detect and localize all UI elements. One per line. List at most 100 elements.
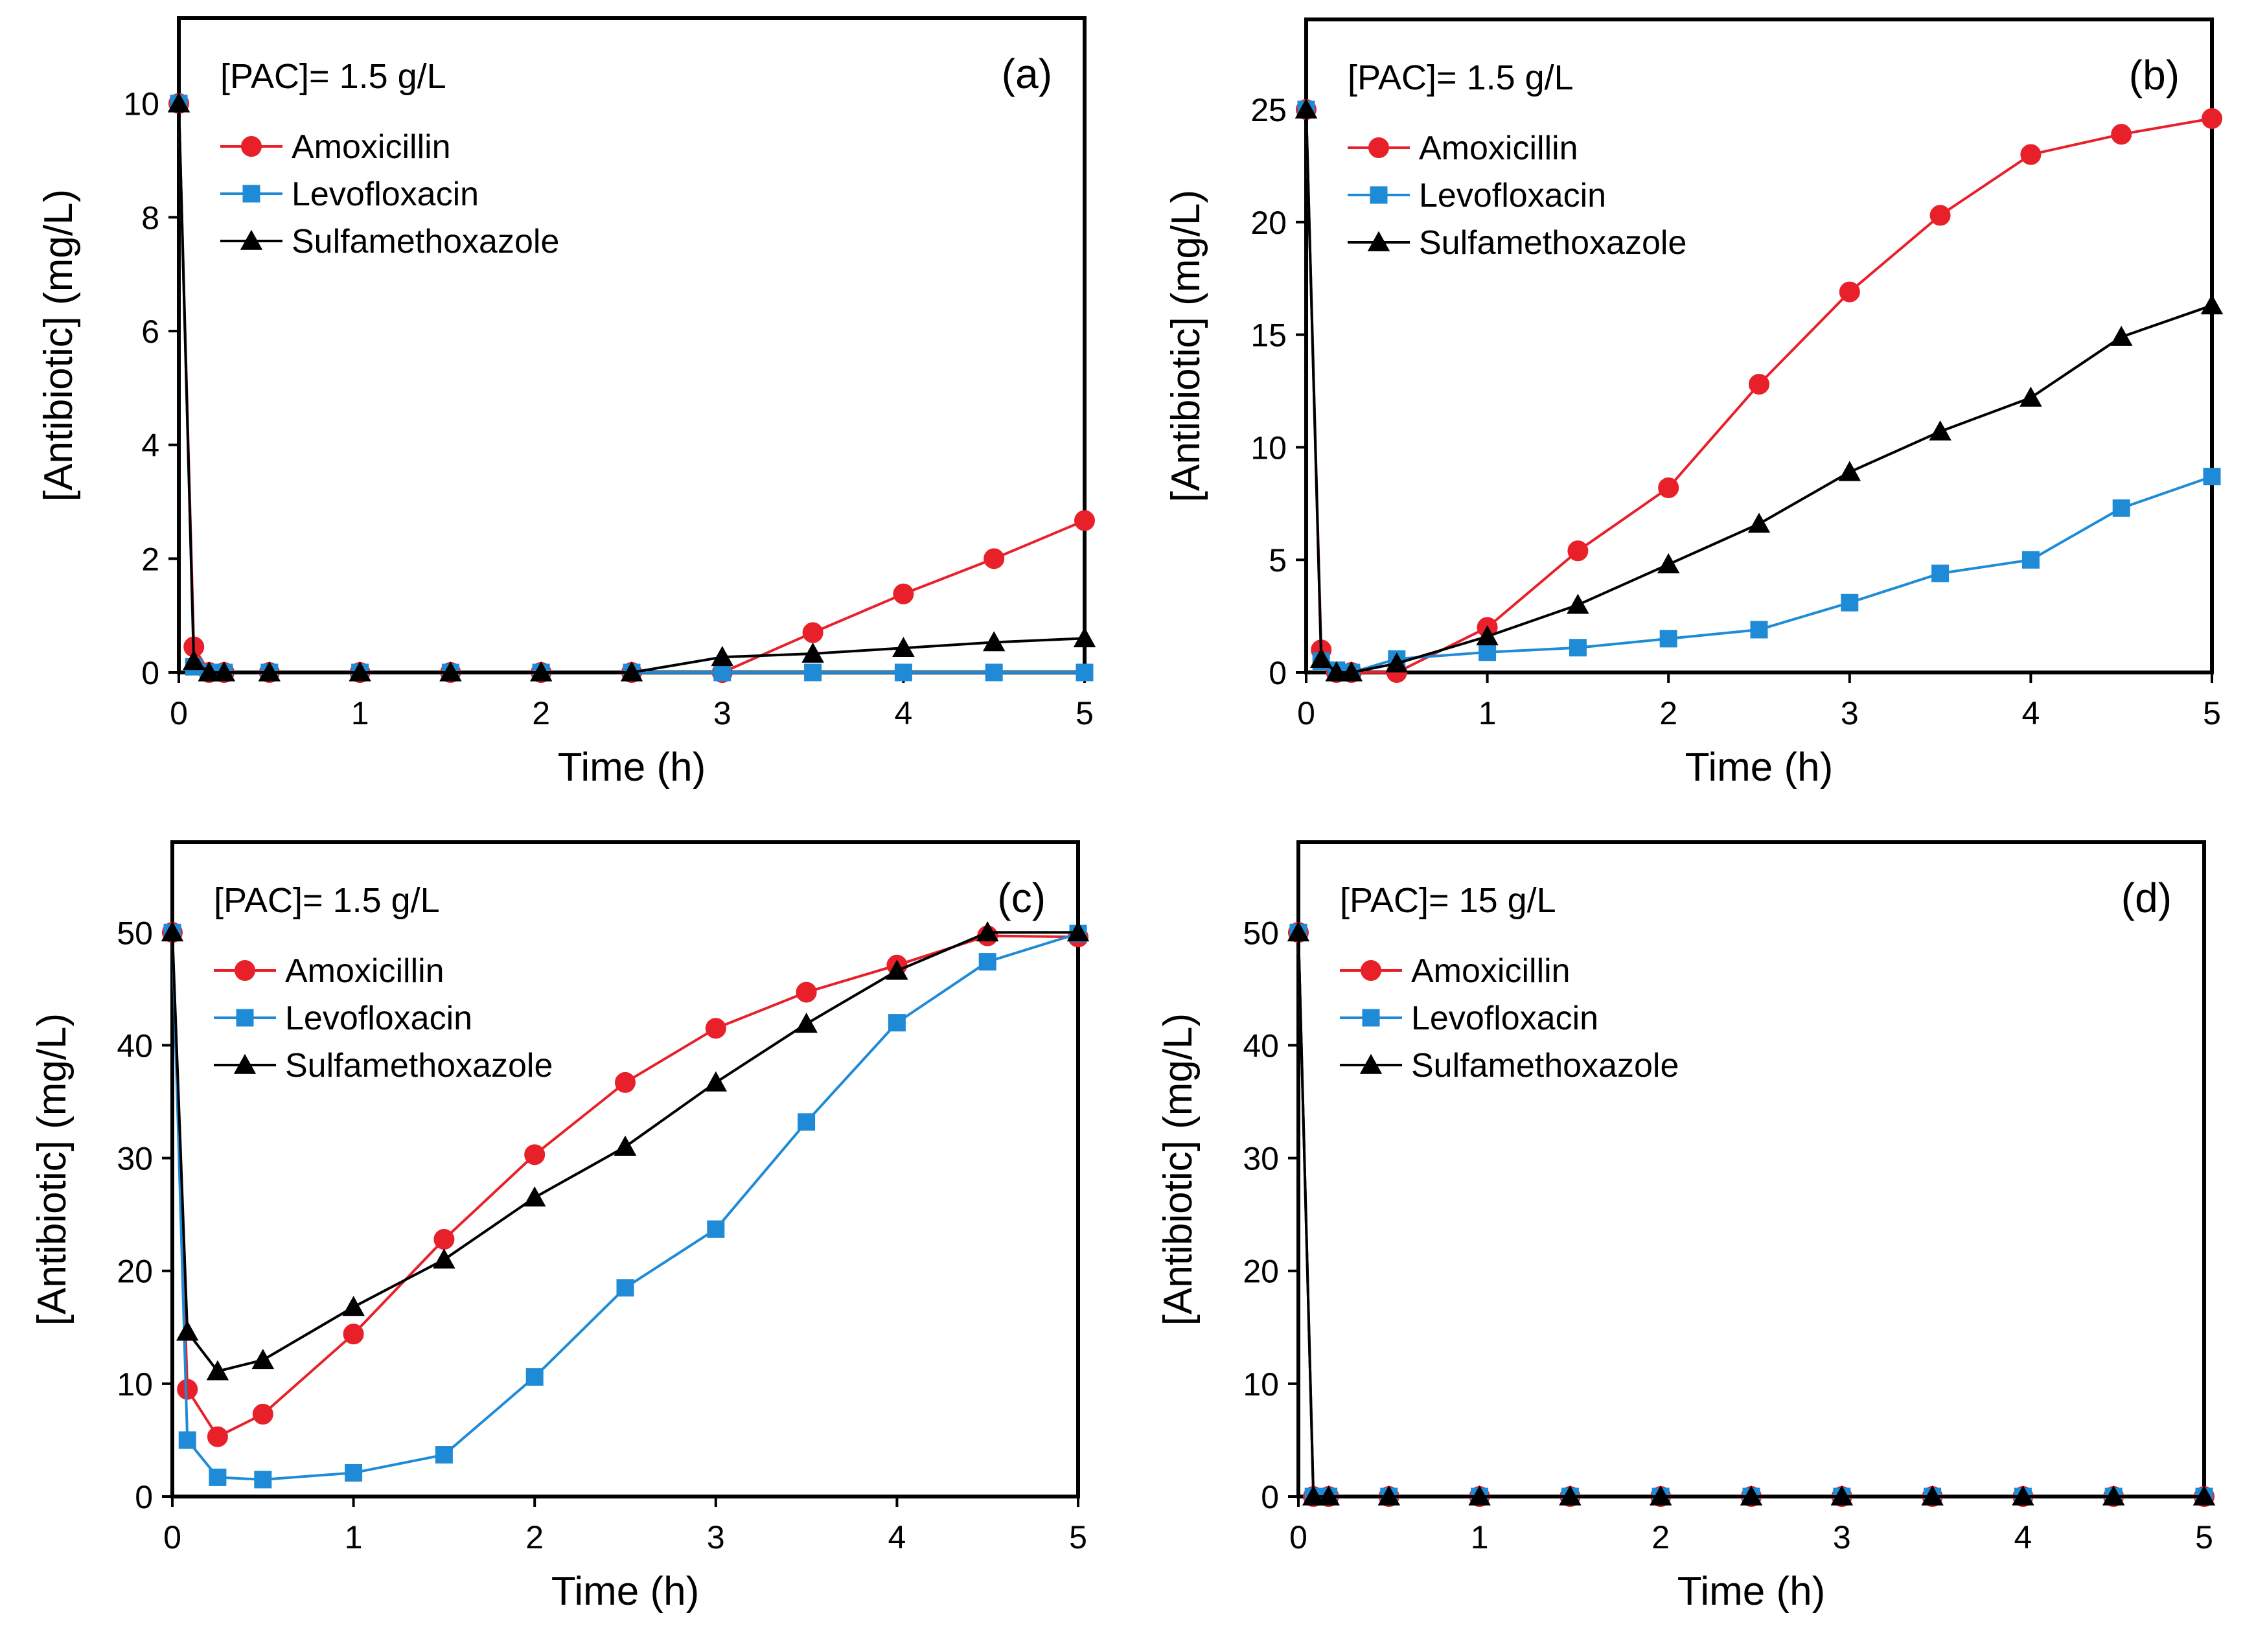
data-point-amoxicillin bbox=[343, 1324, 364, 1345]
condition-label: [PAC]= 1.5 g/L bbox=[220, 57, 446, 96]
legend-label: Amoxicillin bbox=[1411, 952, 1571, 990]
data-point-sulfamethoxazole bbox=[2020, 386, 2042, 407]
x-tick-label: 5 bbox=[2195, 1519, 2213, 1555]
data-point-levofloxacin bbox=[616, 1279, 634, 1297]
data-point-levofloxacin bbox=[1659, 630, 1677, 648]
data-point-sulfamethoxazole bbox=[801, 642, 824, 663]
x-axis-title: Time (h) bbox=[551, 1569, 699, 1614]
y-tick-label: 50 bbox=[117, 915, 153, 951]
y-tick-label: 0 bbox=[1269, 655, 1287, 691]
legend-marker bbox=[1362, 1009, 1380, 1027]
y-tick-label: 25 bbox=[1250, 92, 1287, 128]
y-axis-title: [Antibiotic] (mg/L) bbox=[1156, 1013, 1201, 1325]
data-point-sulfamethoxazole bbox=[342, 1296, 365, 1316]
y-tick-label: 30 bbox=[1243, 1141, 1279, 1177]
legend-label: Amoxicillin bbox=[285, 952, 444, 990]
y-tick-label: 0 bbox=[135, 1479, 153, 1515]
data-point-sulfamethoxazole bbox=[523, 1186, 546, 1207]
data-point-sulfamethoxazole bbox=[161, 921, 184, 942]
legend-marker bbox=[1359, 1053, 1383, 1074]
panel-label: (d) bbox=[2121, 875, 2172, 921]
data-point-amoxicillin bbox=[615, 1072, 636, 1093]
data-point-sulfamethoxazole bbox=[614, 1135, 637, 1156]
legend-marker bbox=[236, 1009, 254, 1027]
legend-marker bbox=[1368, 137, 1389, 158]
y-tick-label: 15 bbox=[1250, 317, 1287, 354]
data-point-amoxicillin bbox=[1749, 374, 1769, 395]
data-point-amoxicillin bbox=[1839, 281, 1860, 303]
legend-label: Sulfamethoxazole bbox=[1419, 224, 1686, 262]
y-tick-label: 6 bbox=[141, 314, 159, 350]
legend-label: Sulfamethoxazole bbox=[285, 1047, 553, 1084]
data-point-sulfamethoxazole bbox=[2012, 1485, 2034, 1506]
x-tick-label: 0 bbox=[1297, 695, 1315, 731]
legend-marker bbox=[1370, 186, 1388, 204]
x-tick-label: 5 bbox=[2203, 695, 2221, 731]
x-tick-label: 5 bbox=[1076, 695, 1094, 731]
data-point-levofloxacin bbox=[435, 1446, 453, 1464]
plot-frame bbox=[170, 840, 1080, 1498]
x-tick-label: 1 bbox=[1479, 695, 1497, 731]
data-point-amoxicillin bbox=[1567, 540, 1589, 562]
data-point-levofloxacin bbox=[888, 1014, 906, 1032]
data-point-sulfamethoxazole bbox=[251, 1349, 275, 1370]
data-point-sulfamethoxazole bbox=[2102, 1485, 2125, 1506]
data-point-sulfamethoxazole bbox=[206, 1360, 229, 1381]
y-tick-label: 20 bbox=[1243, 1254, 1279, 1290]
data-point-levofloxacin bbox=[1931, 564, 1950, 582]
data-point-levofloxacin bbox=[209, 1468, 227, 1486]
legend-label: Levofloxacin bbox=[1419, 177, 1606, 214]
y-tick-label: 10 bbox=[117, 1366, 153, 1403]
data-point-sulfamethoxazole bbox=[176, 1320, 199, 1341]
data-point-levofloxacin bbox=[713, 663, 731, 682]
data-point-sulfamethoxazole bbox=[620, 661, 643, 682]
x-tick-label: 1 bbox=[345, 1519, 363, 1555]
data-point-sulfamethoxazole bbox=[349, 661, 371, 682]
x-axis-title: Time (h) bbox=[558, 745, 706, 790]
chart-panel-2: 0 1 2 3 4 5 0 5 10 15 20 25 Time (h) [Antibiotic] (mg… bbox=[1164, 17, 2224, 790]
data-point-sulfamethoxazole bbox=[1066, 921, 1090, 942]
data-point-sulfamethoxazole bbox=[1073, 627, 1096, 648]
data-point-levofloxacin bbox=[1569, 639, 1587, 657]
data-point-sulfamethoxazole bbox=[1929, 420, 1951, 441]
data-point-sulfamethoxazole bbox=[886, 959, 908, 980]
x-tick-label: 3 bbox=[713, 695, 731, 731]
x-tick-label: 4 bbox=[2014, 1519, 2032, 1555]
x-tick-label: 0 bbox=[163, 1519, 181, 1555]
y-tick-label: 20 bbox=[1250, 205, 1287, 241]
legend-label: Sulfamethoxazole bbox=[1411, 1047, 1679, 1084]
y-tick-label: 4 bbox=[141, 428, 159, 464]
data-point-amoxicillin bbox=[252, 1403, 273, 1425]
y-axis-title: [Antibiotic] (mg/L) bbox=[1164, 190, 1208, 502]
y-tick-label: 40 bbox=[1243, 1027, 1279, 1064]
y-axis-title: [Antibiotic] (mg/L) bbox=[30, 1013, 75, 1325]
y-tick-label: 10 bbox=[1243, 1366, 1279, 1403]
plot-frame bbox=[177, 16, 1087, 674]
x-tick-label: 0 bbox=[1289, 1519, 1307, 1555]
legend-label: Levofloxacin bbox=[292, 176, 479, 213]
legend-marker bbox=[241, 136, 262, 157]
legend-label: Amoxicillin bbox=[292, 128, 451, 166]
y-tick-label: 5 bbox=[1269, 542, 1287, 579]
data-point-amoxicillin bbox=[433, 1228, 455, 1250]
data-point-levofloxacin bbox=[2112, 499, 2130, 517]
data-point-sulfamethoxazole bbox=[892, 636, 915, 658]
legend-label: Levofloxacin bbox=[1411, 1000, 1598, 1037]
data-point-sulfamethoxazole bbox=[1567, 593, 1589, 614]
data-point-levofloxacin bbox=[1841, 593, 1859, 612]
data-point-sulfamethoxazole bbox=[1309, 647, 1333, 668]
legend-marker bbox=[1361, 960, 1381, 981]
legend-marker bbox=[233, 1053, 257, 1074]
data-point-sulfamethoxazole bbox=[1921, 1485, 1944, 1506]
data-point-sulfamethoxazole bbox=[2110, 325, 2133, 346]
data-point-sulfamethoxazole bbox=[439, 661, 462, 682]
x-tick-label: 2 bbox=[525, 1519, 544, 1555]
y-axis-title: [Antibiotic] (mg/L) bbox=[36, 189, 81, 501]
x-tick-label: 3 bbox=[1833, 1519, 1851, 1555]
data-point-amoxicillin bbox=[802, 622, 823, 643]
legend-marker bbox=[1367, 231, 1390, 251]
y-tick-label: 10 bbox=[1250, 430, 1287, 466]
y-tick-label: 50 bbox=[1243, 915, 1279, 951]
data-point-sulfamethoxazole bbox=[1295, 98, 1318, 119]
data-point-levofloxacin bbox=[985, 663, 1003, 682]
